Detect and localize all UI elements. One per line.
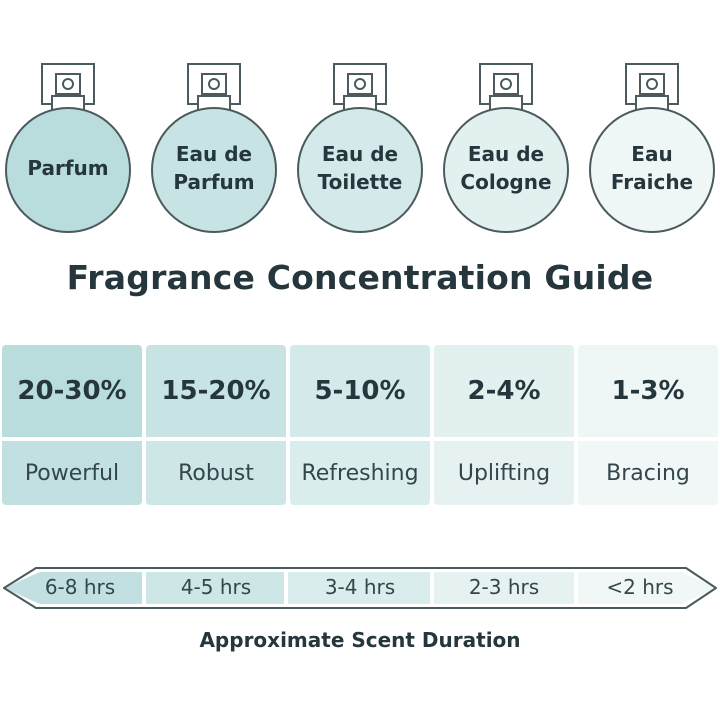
concentration-column: 20-30% Powerful — [2, 345, 142, 505]
bottle-label: Eau de Toilette — [317, 142, 403, 194]
concentration-percent: 2-4% — [434, 345, 574, 437]
bottle-eau-de-toilette: Eau de Toilette — [294, 60, 426, 235]
perfume-bottle-icon — [151, 63, 277, 233]
bottle-eau-de-parfum: Eau de Parfum — [148, 60, 280, 235]
concentration-column: 1-3% Bracing — [578, 345, 718, 505]
concentration-column: 15-20% Robust — [146, 345, 286, 505]
concentration-percent: 20-30% — [2, 345, 142, 437]
duration-label: 2-3 hrs — [468, 575, 540, 599]
bottle-label: Eau de Parfum — [173, 142, 255, 194]
perfume-bottle-icon — [297, 63, 423, 233]
duration-segment — [40, 572, 142, 604]
concentration-description: Uplifting — [434, 441, 574, 505]
concentration-column: 2-4% Uplifting — [434, 345, 574, 505]
concentration-percent: 15-20% — [146, 345, 286, 437]
concentration-description: Refreshing — [290, 441, 430, 505]
duration-arrow: 6-8 hrs 4-5 hrs 3-4 hrs 2-3 hrs <2 hrs — [0, 566, 720, 610]
duration-label: 6-8 hrs — [44, 575, 116, 599]
double-arrow-icon — [3, 567, 717, 609]
duration-label: 4-5 hrs — [180, 575, 252, 599]
duration-segment — [146, 572, 284, 604]
perfume-bottle-icon — [589, 63, 715, 233]
bottle-eau-de-cologne: Eau de Cologne — [440, 60, 572, 235]
perfume-bottle-icon — [5, 63, 131, 233]
concentration-grid: 20-30% Powerful 15-20% Robust 5-10% Refr… — [2, 345, 718, 507]
concentration-percent: 5-10% — [290, 345, 430, 437]
bottle-parfum: Parfum — [2, 60, 134, 235]
duration-label: <2 hrs — [606, 575, 674, 599]
concentration-description: Powerful — [2, 441, 142, 505]
duration-label: 3-4 hrs — [324, 575, 396, 599]
bottle-row: Parfum Eau de Parfum Eau de Toilette — [0, 60, 720, 235]
concentration-description: Bracing — [578, 441, 718, 505]
duration-segment — [288, 572, 430, 604]
concentration-percent: 1-3% — [578, 345, 718, 437]
bottle-label: Eau Fraiche — [610, 142, 694, 194]
bottle-eau-fraiche: Eau Fraiche — [586, 60, 718, 235]
concentration-description: Robust — [146, 441, 286, 505]
bottle-label: Parfum — [27, 156, 109, 180]
perfume-bottle-icon — [443, 63, 569, 233]
concentration-column: 5-10% Refreshing — [290, 345, 430, 505]
duration-segment — [434, 572, 574, 604]
duration-caption: Approximate Scent Duration — [199, 628, 521, 652]
page-title: Fragrance Concentration Guide — [66, 258, 654, 297]
duration-segment — [578, 572, 682, 604]
bottle-label: Eau de Cologne — [460, 142, 552, 194]
